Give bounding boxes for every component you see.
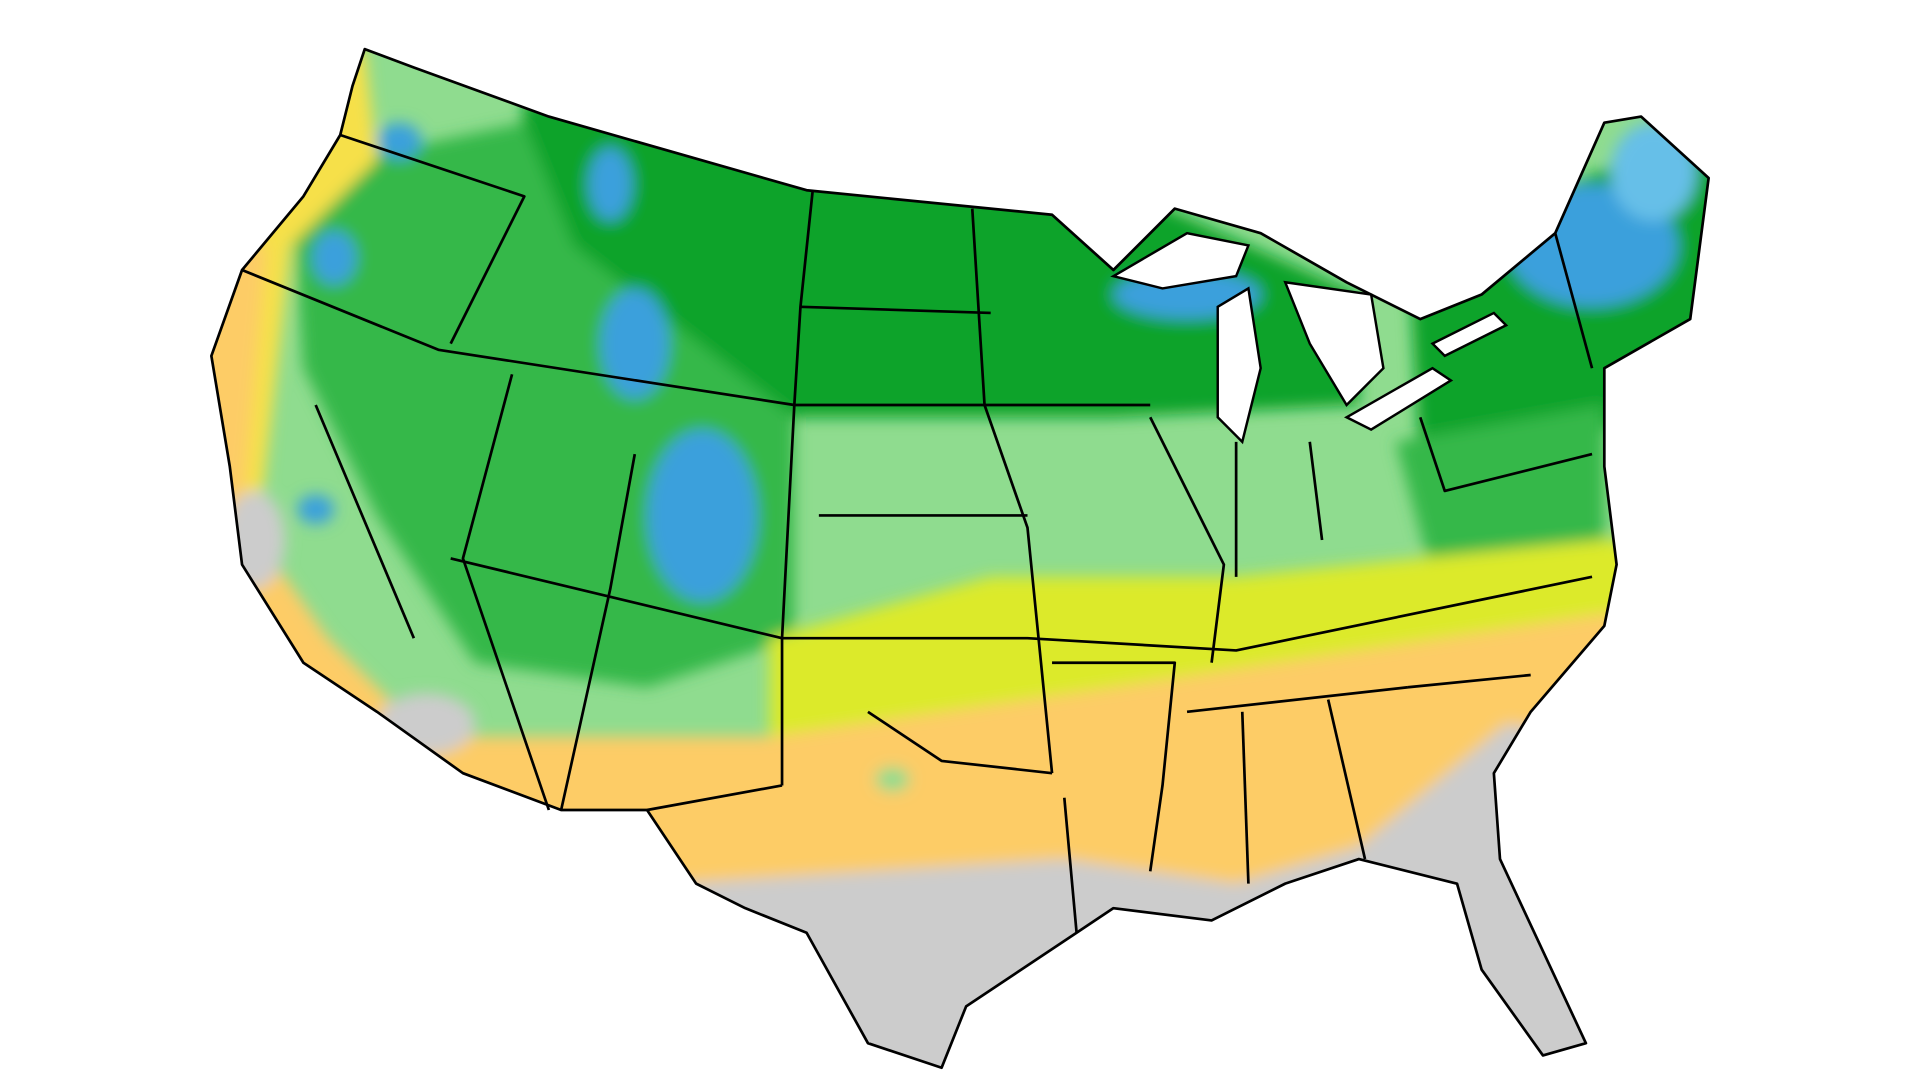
state-line <box>314 404 416 639</box>
state-line <box>800 305 991 315</box>
state-line <box>1149 416 1226 663</box>
zone-blue <box>600 288 670 399</box>
state-line <box>1418 416 1593 493</box>
state-line <box>1186 685 1409 714</box>
zone-blue <box>647 429 758 602</box>
great-lakes <box>1110 231 1509 445</box>
lake-ontario <box>1430 311 1509 358</box>
lake-michigan <box>1216 286 1262 445</box>
state-line <box>339 133 526 345</box>
state-line <box>1240 711 1250 884</box>
state-line <box>867 710 1053 775</box>
state-line <box>1553 232 1594 369</box>
state-line <box>1407 673 1531 689</box>
state-line <box>780 404 796 786</box>
state-line <box>1308 441 1324 541</box>
lake-superior <box>1110 231 1251 290</box>
state-line <box>1326 699 1367 860</box>
state-line <box>559 453 637 811</box>
zone-gray <box>223 490 285 590</box>
state-line <box>461 373 551 811</box>
zone-green <box>1395 405 1605 577</box>
zone-blue <box>312 230 357 285</box>
state-line <box>646 784 783 812</box>
state-line <box>1062 797 1078 933</box>
map-fill <box>211 49 1709 1068</box>
state-line <box>1052 661 1177 872</box>
zone-blue <box>1610 122 1697 221</box>
state-line <box>450 557 1593 652</box>
zone-light-green <box>875 767 910 792</box>
zone-blue <box>297 494 335 525</box>
state-line <box>970 208 1054 774</box>
zone-blue <box>588 147 633 221</box>
us-outline <box>210 47 1710 1070</box>
lake-huron <box>1283 280 1385 407</box>
state-lines <box>241 133 1594 933</box>
lake-erie <box>1343 366 1454 431</box>
